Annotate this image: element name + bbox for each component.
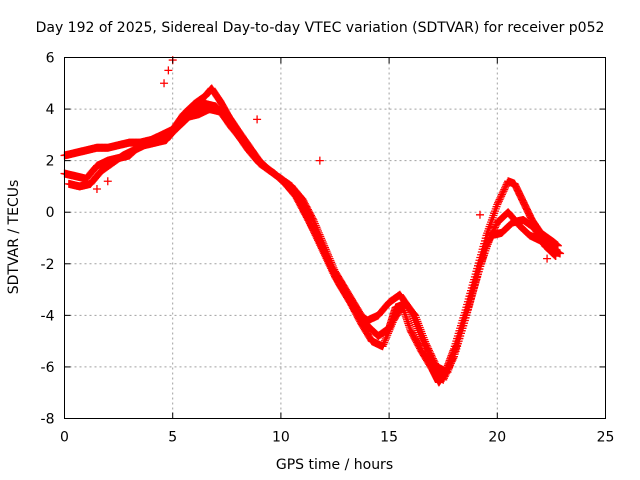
y-tick-label: 4 — [46, 102, 55, 118]
chart-title: Day 192 of 2025, Sidereal Day-to-day VTE… — [35, 20, 605, 36]
data-point-track-c — [382, 333, 391, 342]
x-tick-label: 10 — [272, 430, 290, 446]
data-point-track-c — [550, 250, 559, 259]
data-point-track-c — [380, 336, 389, 345]
data-point-track-c — [380, 338, 389, 347]
plot-frame — [64, 57, 606, 419]
x-tick-label: 0 — [60, 430, 69, 446]
data-points — [60, 56, 565, 387]
axis-ticks: 0 5 10 15 20 25 -8 -6 -4 -2 0 2 4 6 — [41, 51, 615, 446]
data-point-track-c — [384, 329, 393, 338]
data-point-outlier — [164, 66, 173, 75]
y-tick-label: -6 — [41, 360, 55, 376]
data-point-track-c — [551, 252, 560, 261]
y-tick-label: 0 — [46, 205, 55, 221]
x-tick-label: 15 — [380, 430, 398, 446]
grid — [64, 57, 606, 419]
data-point-outlier — [253, 115, 262, 124]
data-point-outlier — [475, 210, 484, 219]
y-tick-label: 6 — [46, 51, 55, 67]
y-tick-label: -4 — [41, 308, 55, 324]
data-point-track-c — [378, 342, 387, 351]
x-tick-label: 25 — [597, 430, 615, 446]
data-point-track-c — [387, 322, 396, 331]
data-point-outlier — [160, 79, 169, 88]
data-point-track-c — [379, 340, 388, 349]
data-point-outlier — [543, 254, 552, 263]
data-point-track-c — [385, 325, 394, 334]
data-point-outlier — [103, 177, 112, 186]
data-point-track-c — [387, 320, 396, 329]
y-tick-label: -8 — [41, 412, 55, 428]
data-point-track-c — [550, 251, 559, 260]
data-point-outlier — [92, 185, 101, 194]
y-tick-label: 2 — [46, 154, 55, 170]
x-tick-label: 20 — [488, 430, 506, 446]
data-point-outlier — [315, 156, 324, 165]
y-tick-label: -2 — [41, 257, 55, 273]
data-point-track-c — [384, 327, 393, 336]
data-point-track-c — [386, 323, 395, 332]
x-tick-label: 5 — [168, 430, 177, 446]
x-axis-label: GPS time / hours — [275, 457, 394, 473]
data-point-track-c — [381, 334, 390, 343]
data-point-track-c — [383, 331, 392, 340]
